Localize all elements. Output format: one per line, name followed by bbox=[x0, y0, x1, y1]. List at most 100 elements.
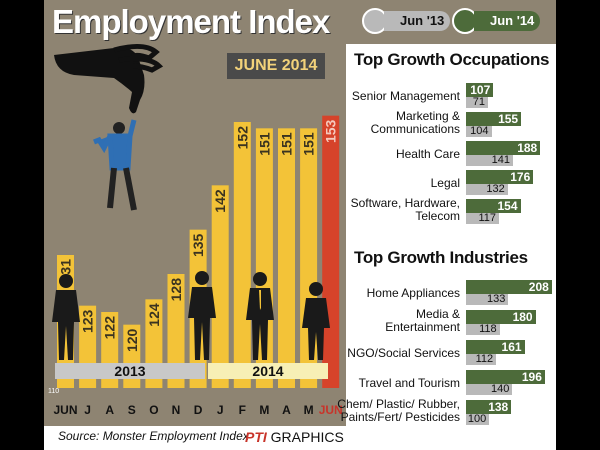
occupation-bar-jun13: 117 bbox=[466, 213, 500, 224]
growth-panel: Top Growth Occupations Senior Management… bbox=[337, 44, 556, 432]
bar-5 bbox=[167, 274, 185, 388]
industry-bar-jun14: 138 bbox=[466, 400, 512, 414]
bar-value-4: 124 bbox=[146, 303, 162, 327]
occupation-label-line: Marketing & bbox=[395, 109, 460, 123]
bar-value-12: 153 bbox=[323, 119, 339, 143]
hand-icon bbox=[54, 47, 145, 114]
year-label-2014: 2014 bbox=[252, 363, 283, 379]
industry-label-line: Entertainment bbox=[385, 320, 460, 334]
credit: PTI GRAPHICS bbox=[245, 429, 344, 445]
occupation-bar-jun13: 71 bbox=[466, 97, 488, 108]
infographic: 131 123 122 120 124 128 135 142 152 151 151 151 153 bbox=[44, 0, 556, 450]
month-label-3: S bbox=[128, 403, 136, 417]
month-label-7: J bbox=[217, 403, 224, 417]
industry-label: NGO/Social Services bbox=[347, 347, 460, 360]
legend-jun14-icon bbox=[452, 8, 478, 34]
industry-label: Media & Entertainment bbox=[385, 308, 460, 334]
businessman-icon-4 bbox=[302, 282, 330, 360]
month-label-5: N bbox=[172, 403, 181, 417]
page-title: Employment Index bbox=[52, 3, 330, 40]
industry-label-line: Travel and Tourism bbox=[358, 376, 460, 390]
hanging-person-legs-icon bbox=[107, 167, 137, 211]
occupation-bar-jun13: 104 bbox=[466, 126, 492, 137]
industry-label: Chem/ Plastic/ Rubber, Paints/Fert/ Pesti… bbox=[337, 398, 460, 424]
month-label-9: M bbox=[259, 403, 269, 417]
year-label-2013: 2013 bbox=[114, 363, 145, 379]
month-label-2: A bbox=[105, 403, 114, 417]
legend-jun13-label: Jun '13 bbox=[384, 11, 451, 31]
bar-10 bbox=[278, 128, 295, 389]
occupation-label-line: Telecom bbox=[415, 209, 460, 223]
occupation-label-line: Software, Hardware, bbox=[350, 196, 460, 210]
occupation-bar-jun13: 141 bbox=[466, 155, 513, 166]
year-band-2013 bbox=[55, 363, 205, 379]
industry-bar-jun14: 196 bbox=[466, 370, 545, 384]
bar-value-9: 151 bbox=[256, 132, 272, 156]
pti-logo: PTI bbox=[245, 429, 267, 445]
occupation-label: Senior Management bbox=[352, 90, 460, 103]
legend-jun14-label: Jun '14 bbox=[474, 11, 541, 31]
occupation-bar-jun14: 188 bbox=[466, 141, 541, 155]
legend-jun13-icon bbox=[362, 8, 388, 34]
month-label-4: O bbox=[149, 403, 158, 417]
bar-value-3: 120 bbox=[124, 328, 140, 352]
hand-fingers-icon bbox=[113, 44, 164, 73]
industry-bar-jun13: 118 bbox=[466, 324, 500, 335]
industry-bar-jun14: 180 bbox=[466, 310, 536, 324]
industry-label-line: Chem/ Plastic/ Rubber, bbox=[337, 397, 460, 411]
occupations-title: Top Growth Occupations bbox=[354, 50, 550, 69]
businessman-icon-2 bbox=[188, 271, 216, 360]
industry-bar-jun13: 140 bbox=[466, 384, 513, 395]
industry-bar-jun13: 133 bbox=[466, 294, 509, 305]
industry-bar-jun14: 208 bbox=[466, 280, 552, 294]
industry-bar-jun13: 112 bbox=[466, 354, 497, 365]
occupation-label: Health Care bbox=[396, 148, 460, 161]
industry-bar-jun14: 161 bbox=[466, 340, 525, 354]
occupation-bar-jun14: 154 bbox=[466, 199, 521, 213]
bar-value-8: 152 bbox=[234, 126, 250, 150]
month-label-1: J bbox=[84, 403, 91, 417]
industry-label-line: Home Appliances bbox=[366, 286, 460, 300]
axis-min-label: 110 bbox=[48, 388, 59, 395]
occupation-bar-jun13: 132 bbox=[466, 184, 508, 195]
bar-value-6: 135 bbox=[190, 233, 206, 257]
month-label-0: JUN bbox=[53, 403, 77, 417]
occupation-bar-jun14: 107 bbox=[466, 83, 494, 97]
industry-label-line: Media & bbox=[415, 307, 460, 321]
bar-value-5: 128 bbox=[168, 278, 184, 302]
month-label-12: JUN bbox=[319, 403, 343, 417]
occupation-bar-jun14: 176 bbox=[466, 170, 534, 184]
industry-label: Travel and Tourism bbox=[359, 377, 460, 390]
bar-value-10: 151 bbox=[279, 132, 295, 156]
industry-label-line: Paints/Fert/ Pesticides bbox=[340, 410, 460, 424]
bar-8 bbox=[233, 122, 251, 388]
businessman-icon-3 bbox=[246, 272, 274, 360]
occupation-label: Software, Hardware, Telecom bbox=[351, 197, 460, 223]
occupation-label-line: Senior Management bbox=[351, 89, 460, 103]
industry-label: Home Appliances bbox=[367, 287, 460, 300]
source-note: Source: Monster Employment Index bbox=[58, 429, 249, 443]
industries-title: Top Growth Industries bbox=[354, 248, 528, 267]
bar-value-11: 151 bbox=[301, 132, 317, 156]
bar-12 bbox=[322, 115, 340, 389]
month-label-6: D bbox=[194, 403, 203, 417]
bar-7 bbox=[211, 185, 229, 388]
occupation-bar-jun14: 155 bbox=[466, 112, 522, 126]
hanging-person-head-icon bbox=[113, 122, 125, 134]
footer bbox=[44, 426, 556, 450]
bar-value-7: 142 bbox=[212, 189, 228, 213]
decorations bbox=[52, 44, 330, 360]
occupation-label: Legal bbox=[431, 177, 460, 190]
businessman-icon-1 bbox=[52, 274, 80, 360]
month-label-10: A bbox=[282, 403, 291, 417]
occupation-label-line: Health Care bbox=[395, 147, 460, 161]
month-label-11: M bbox=[304, 403, 314, 417]
industry-bar-jun13: 100 bbox=[466, 414, 490, 425]
occupation-label-line: Communications bbox=[370, 122, 460, 136]
legend: Jun '13 Jun '14 bbox=[348, 8, 554, 36]
industry-label-line: NGO/Social Services bbox=[347, 346, 460, 360]
credit-text: GRAPHICS bbox=[270, 429, 344, 445]
year-band-2014 bbox=[208, 363, 328, 379]
bar-value-2: 122 bbox=[102, 316, 118, 340]
